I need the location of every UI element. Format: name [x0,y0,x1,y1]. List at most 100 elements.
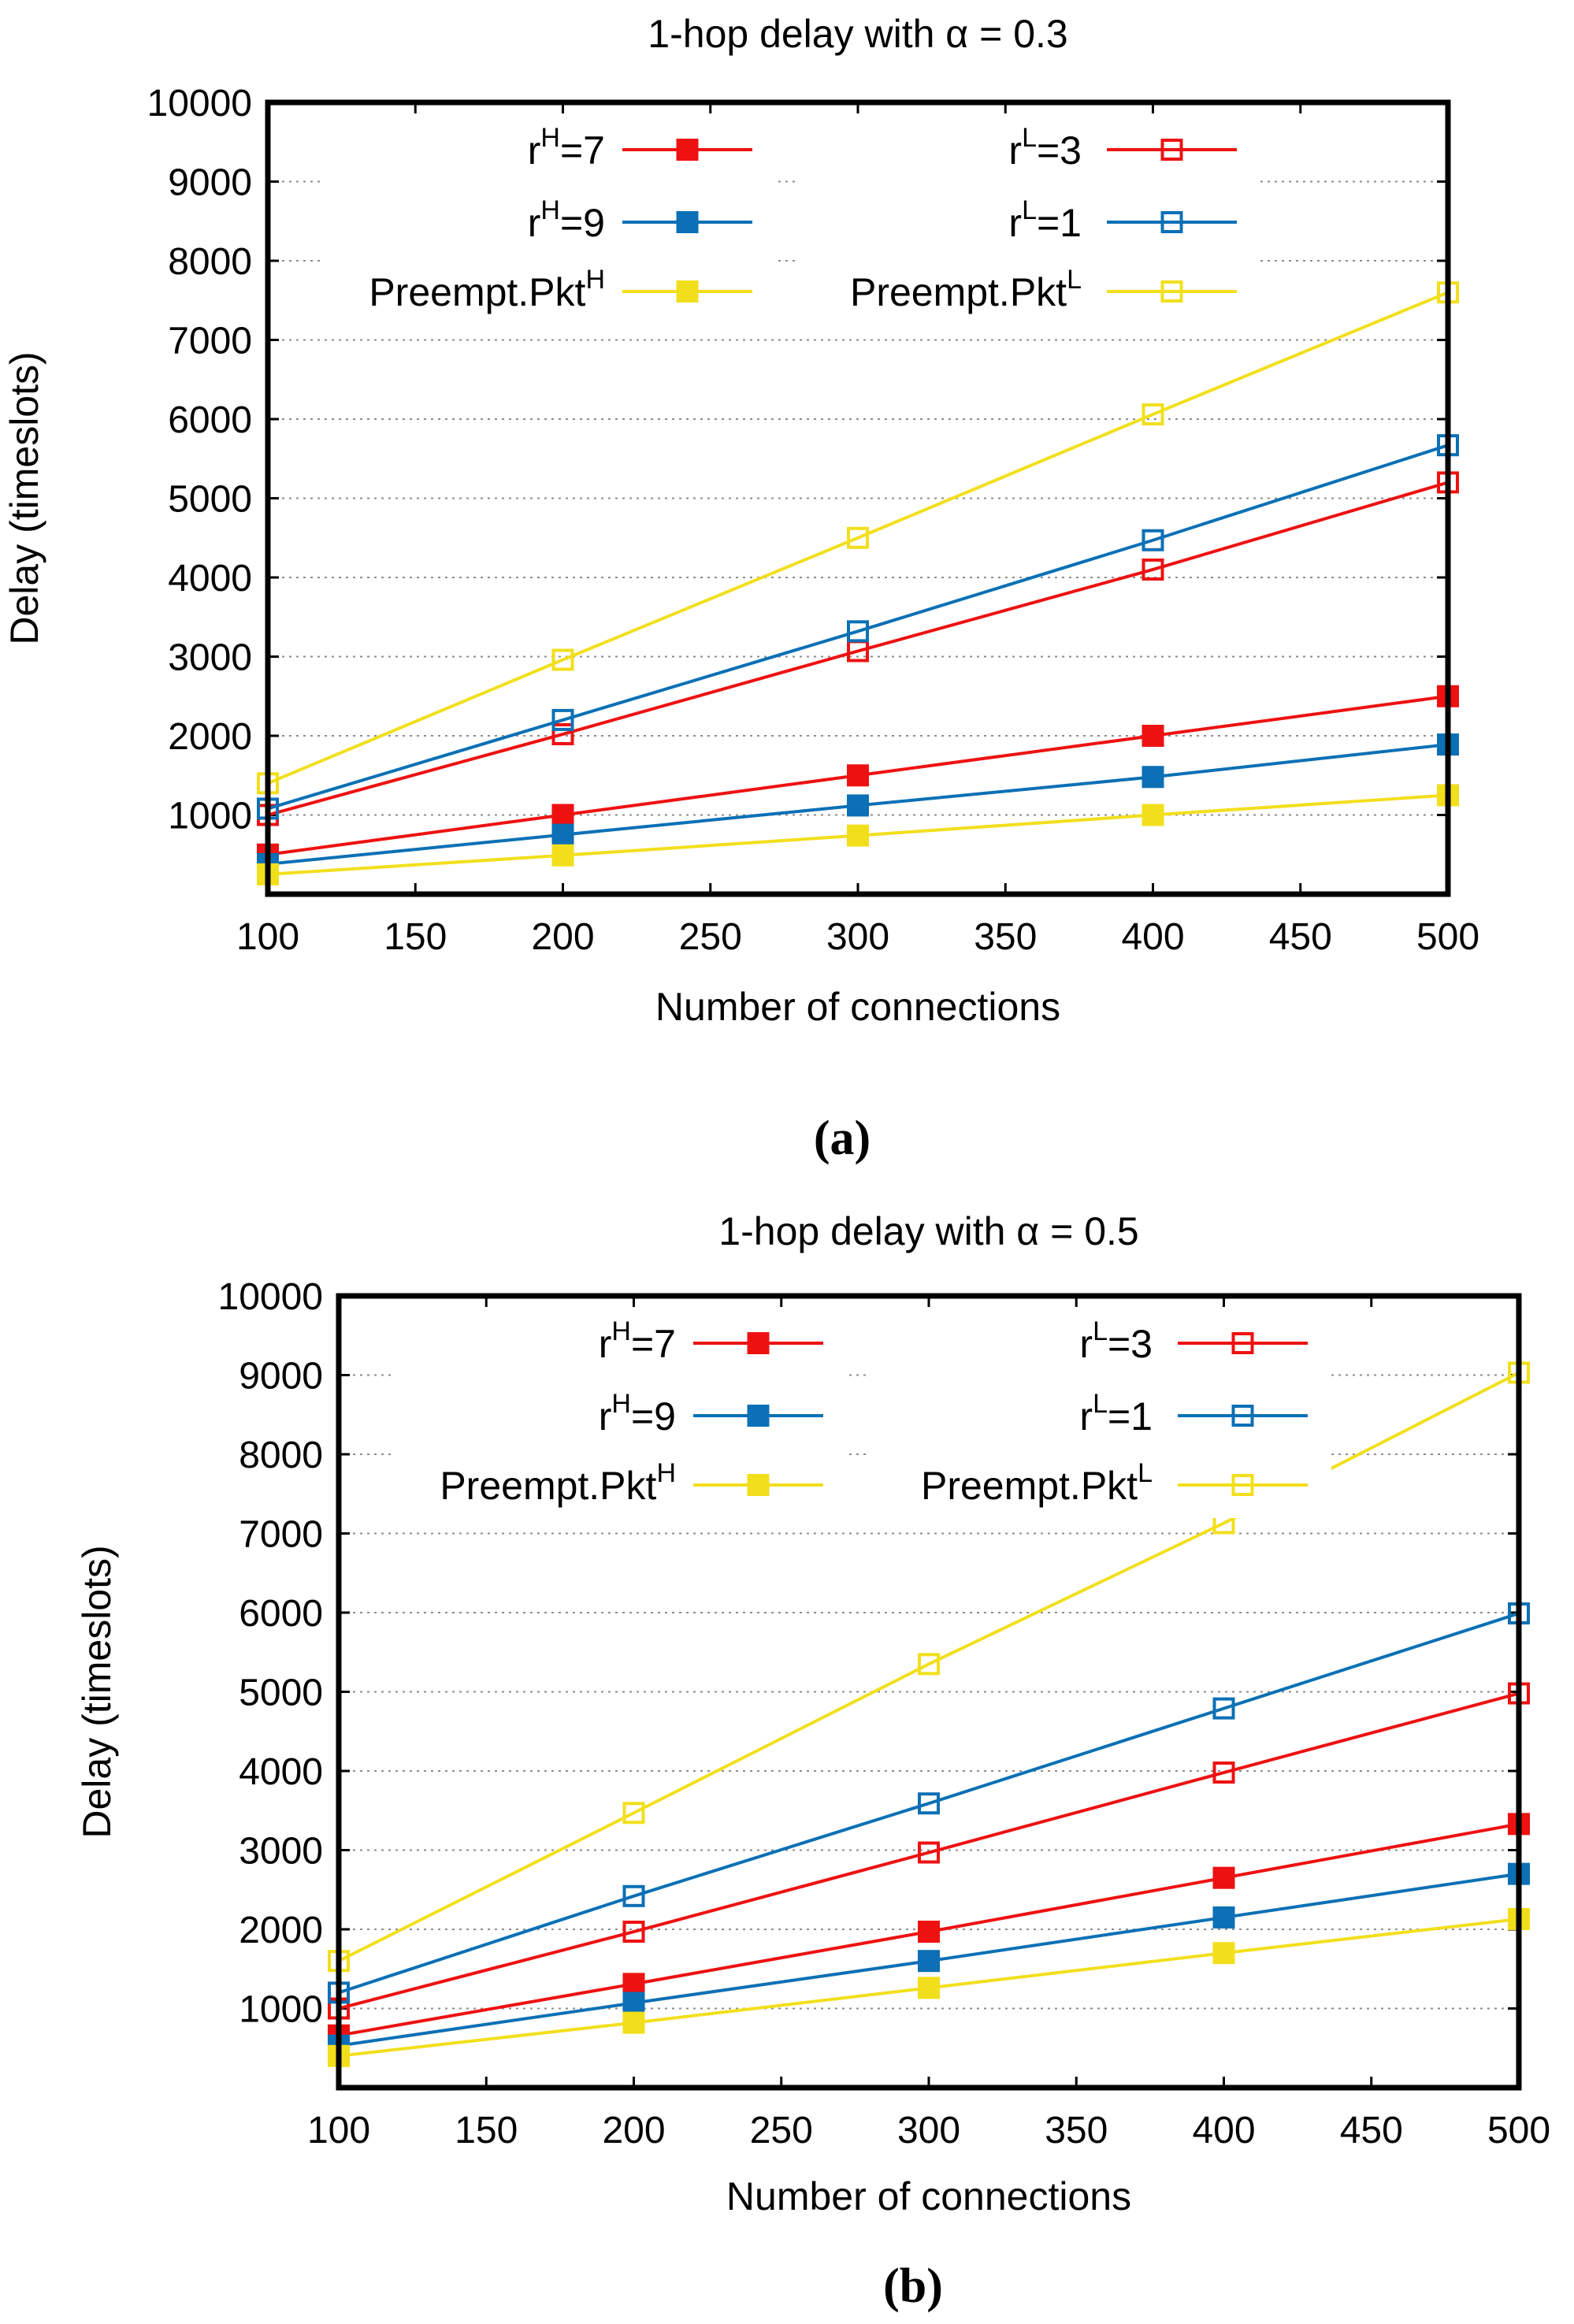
legend-marker [1160,280,1183,303]
legend-entry: Preempt.PktH [321,258,776,325]
y-tick-label: 5000 [239,1672,323,1714]
y-tick-label: 3000 [168,637,252,679]
x-tick-label: 200 [602,2110,665,2151]
data-point [1142,403,1164,425]
legend-marker [1160,211,1183,233]
x-tick-label: 500 [1487,2110,1550,2151]
legend-entry: rL=3 [869,1310,1331,1376]
legend-entry: rH=7 [392,1310,847,1376]
data-point [622,1992,645,2014]
data-point [551,823,574,846]
x-tick-label: 300 [897,2110,960,2151]
x-tick-label: 250 [679,916,742,958]
data-point [1212,1866,1235,1889]
series-line [267,481,1449,817]
legend-entry: Preempt.PktL [798,258,1260,325]
data-point [1212,1762,1235,1784]
data-point [918,1977,940,1999]
series-Preempt.PktL [257,281,1459,795]
y-tick-label: 4000 [239,1751,323,1793]
legend-marker [1160,139,1183,161]
panel-caption: (b) [883,2259,943,2313]
data-point [622,1884,645,1907]
legend-entry: rL=3 [798,117,1260,183]
series-rH=9 [328,1862,1530,2057]
x-tick-label: 450 [1340,2110,1403,2151]
series-line [267,444,1449,811]
panel-caption: (a) [814,1112,871,1165]
legend-entry: rH=9 [321,189,776,255]
y-tick-label: 6000 [239,1593,323,1635]
y-tick-label: 7000 [239,1514,323,1556]
data-point [622,1802,645,1825]
data-point [622,2011,645,2034]
data-point [1142,766,1164,789]
data-point [1212,1906,1235,1929]
series-rL=1 [257,434,1459,820]
legend-marker [1231,1332,1254,1354]
x-tick-label: 300 [826,916,889,958]
y-tick-label: 6000 [168,399,252,441]
legend-entry: rH=7 [321,117,776,183]
x-axis-title: Number of connections [726,2174,1131,2218]
y-tick-label: 2000 [168,716,252,758]
data-point [918,1792,940,1815]
legend-marker [676,280,699,303]
chart-panel-b: 1-hop delay with α = 0.5 1000 2000 3000 4000… [75,1209,1550,2313]
data-point [1212,1942,1235,1965]
x-tick-label: 200 [531,916,594,958]
y-tick-label: 1000 [239,1989,323,2031]
data-point [551,844,574,867]
legend-marker [1231,1405,1254,1427]
y-tick-label: 10000 [147,83,252,124]
plot-frame [336,1293,1522,2091]
y-axis-title: Delay (timeslots) [2,351,46,644]
data-point [1142,558,1164,581]
legend-entry: Preempt.PktL [869,1452,1331,1518]
y-tick-label: 4000 [168,558,252,600]
data-point [918,1950,940,1973]
data-point [551,708,574,731]
x-tick-label: 100 [307,2110,370,2151]
legend-label: Preempt.PktH [440,1458,676,1508]
plot-frame [265,99,1451,897]
data-point [847,794,869,817]
legend-label: Preempt.PktL [921,1458,1153,1508]
legend-marker [747,1474,770,1496]
legend-label: rH=9 [528,195,605,245]
x-tick-label: 150 [455,2110,518,2151]
chart-title: 1-hop delay with α = 0.3 [648,12,1067,56]
legend-marker [676,211,699,233]
y-tick-label: 8000 [239,1435,323,1476]
legend-label: rH=7 [528,123,605,173]
data-point [551,648,574,671]
legend-label: Preempt.PktH [369,265,605,314]
data-point [847,620,869,643]
legend-entry: Preempt.PktH [392,1452,847,1518]
x-tick-label: 250 [750,2110,813,2151]
legend-entry: rL=1 [869,1383,1331,1449]
data-point [918,1653,940,1676]
data-point [1212,1697,1235,1720]
series-Preempt.PktH [328,1907,1530,2067]
data-point [551,722,574,745]
y-tick-label: 2000 [239,1910,323,1951]
series-rH=7 [328,1813,1530,2047]
x-tick-label: 350 [974,916,1037,958]
y-tick-label: 5000 [168,479,252,521]
y-tick-label: 9000 [168,162,252,204]
y-tick-label: 1000 [168,796,252,837]
legend-label: rL=1 [1079,1389,1153,1439]
legend-marker [1231,1474,1254,1496]
chart-title: 1-hop delay with α = 0.5 [718,1209,1138,1253]
data-point [918,1841,940,1864]
legend-label: rH=7 [599,1316,676,1366]
data-point [847,526,869,549]
series-line [338,1612,1520,1995]
y-axis-title: Delay (timeslots) [75,1545,119,1838]
data-point [622,1973,645,1995]
x-tick-label: 350 [1045,2110,1108,2151]
series-line [267,291,1449,785]
legend-label: rL=3 [1079,1316,1153,1366]
